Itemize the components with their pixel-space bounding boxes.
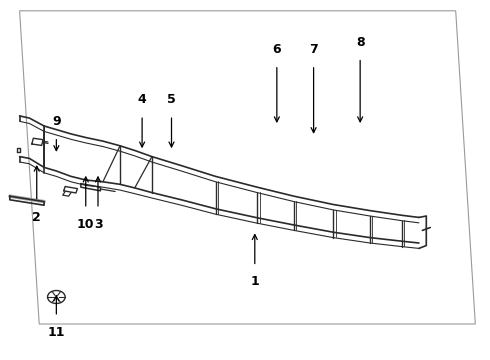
Text: 6: 6 — [272, 43, 281, 56]
Text: 10: 10 — [77, 218, 95, 231]
Text: 9: 9 — [52, 115, 61, 128]
Text: 8: 8 — [356, 36, 365, 49]
Text: 5: 5 — [167, 93, 176, 106]
Text: 7: 7 — [309, 43, 318, 56]
Text: 3: 3 — [94, 218, 102, 231]
Text: 11: 11 — [48, 326, 65, 339]
Text: 4: 4 — [138, 93, 147, 106]
Text: 2: 2 — [32, 211, 41, 224]
Text: 1: 1 — [250, 275, 259, 288]
